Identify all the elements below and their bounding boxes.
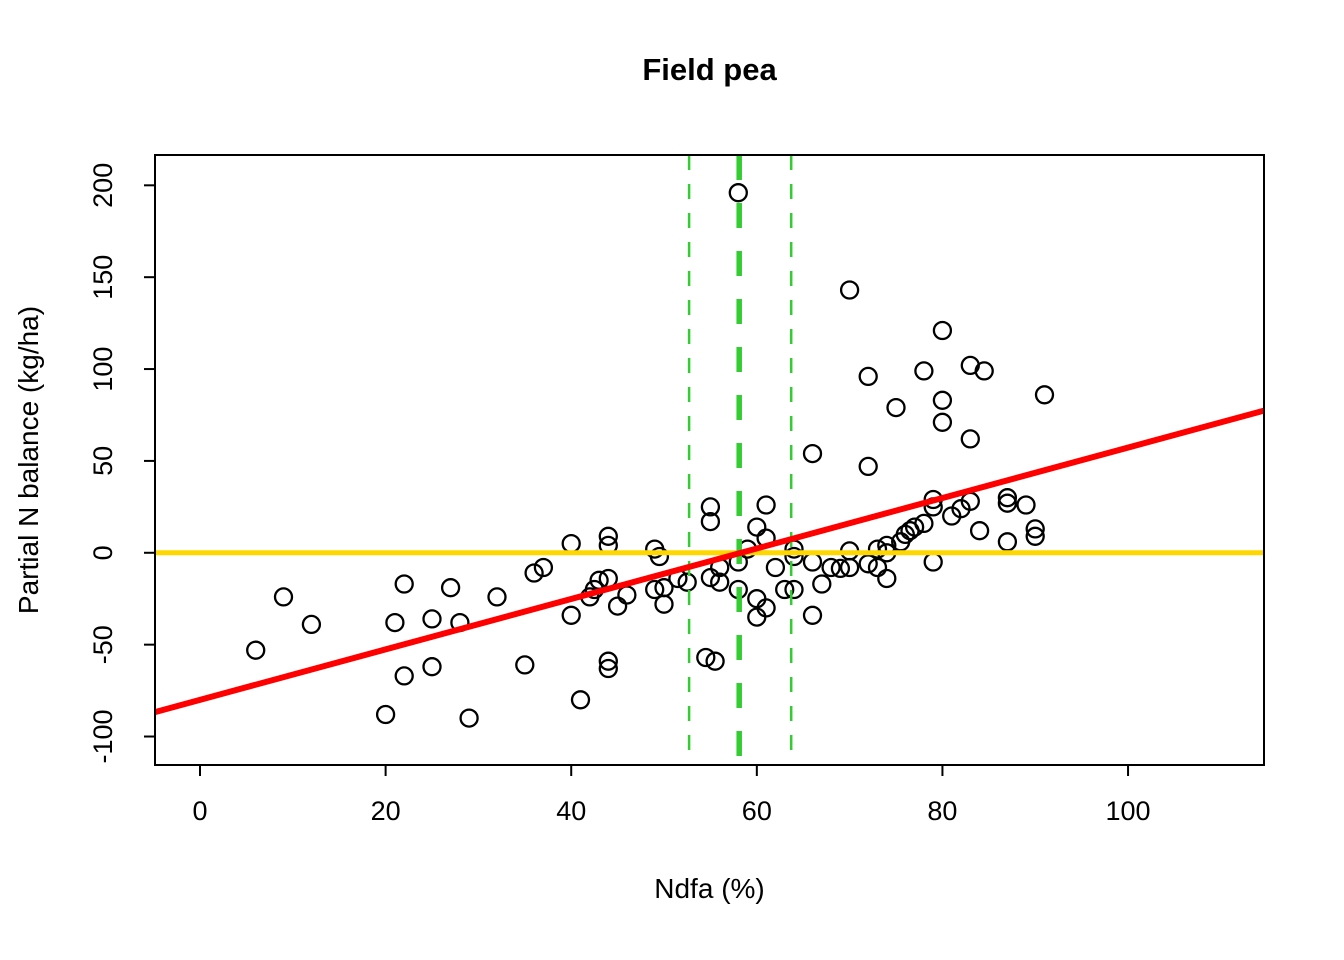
scatter-point bbox=[858, 456, 878, 477]
scatter-point bbox=[598, 526, 618, 546]
scatter-point bbox=[802, 552, 823, 572]
scatter-point bbox=[747, 517, 767, 537]
scatter-point bbox=[867, 539, 888, 559]
scatter-point bbox=[932, 320, 953, 341]
scatter-point bbox=[487, 587, 507, 607]
scatter-point bbox=[598, 651, 618, 671]
scatter-point bbox=[1034, 385, 1055, 405]
x-axis-title: Ndfa (%) bbox=[654, 873, 764, 904]
scatter-point bbox=[728, 183, 748, 203]
scatter-point bbox=[422, 609, 442, 629]
x-axis-tick-label: 20 bbox=[371, 796, 401, 826]
scatter-point bbox=[301, 614, 322, 635]
scatter-point bbox=[932, 390, 953, 410]
scatter-point bbox=[802, 605, 823, 625]
scatter-point bbox=[932, 412, 953, 432]
y-axis-tick-label: 150 bbox=[88, 255, 118, 300]
scatter-point bbox=[440, 578, 461, 598]
y-axis-tick-label: -100 bbox=[88, 709, 118, 763]
scatter-point bbox=[533, 557, 554, 578]
scatter-point bbox=[830, 558, 851, 579]
scatter-point bbox=[273, 587, 294, 607]
y-axis-tick-label: -50 bbox=[88, 625, 118, 664]
scatter-point bbox=[802, 443, 823, 464]
scatter-point bbox=[904, 517, 925, 537]
scatter-point bbox=[756, 598, 776, 618]
scatter-point bbox=[654, 594, 674, 614]
scatter-point bbox=[524, 563, 544, 583]
x-axis-tick-label: 80 bbox=[927, 796, 957, 826]
y-axis-tick-label: 100 bbox=[88, 347, 118, 392]
y-axis-tick-label: 50 bbox=[88, 446, 118, 476]
scatter-point bbox=[607, 596, 628, 616]
plot-box bbox=[154, 154, 1265, 766]
scatter-point bbox=[812, 574, 832, 594]
scatter-point bbox=[710, 572, 730, 592]
scatter-point bbox=[570, 690, 591, 710]
scatter-point bbox=[969, 521, 990, 541]
x-axis-tick-label: 40 bbox=[556, 796, 586, 826]
scatter-point bbox=[923, 552, 943, 572]
scatter-point bbox=[246, 640, 266, 660]
scatter-point bbox=[997, 488, 1018, 508]
x-axis-tick-label: 60 bbox=[742, 796, 772, 826]
scatter-point bbox=[997, 532, 1018, 552]
scatter-point bbox=[1016, 495, 1036, 515]
scatter-point bbox=[756, 495, 776, 515]
scatter-point bbox=[649, 546, 670, 567]
scatter-point bbox=[914, 361, 934, 381]
regression-line bbox=[154, 407, 1265, 715]
scatter-point bbox=[747, 607, 767, 627]
y-axis-tick-label: 200 bbox=[88, 163, 118, 208]
scatter-point bbox=[561, 605, 581, 625]
scatter-point bbox=[645, 579, 665, 600]
scatter-point bbox=[598, 658, 618, 679]
scatter-point bbox=[1025, 519, 1045, 539]
scatter-point bbox=[515, 655, 535, 675]
scatter-point bbox=[459, 708, 479, 728]
scatter-point bbox=[877, 568, 897, 589]
scatter-point bbox=[696, 647, 716, 668]
scatter-point bbox=[394, 574, 414, 594]
scatter-point bbox=[422, 657, 442, 677]
scatter-point bbox=[858, 366, 878, 387]
scatter-point bbox=[385, 612, 405, 633]
scatter-point bbox=[974, 361, 994, 381]
scatter-point bbox=[700, 497, 721, 517]
scatter-point bbox=[617, 585, 637, 605]
scatter-point bbox=[705, 651, 725, 671]
x-axis-tick-label: 100 bbox=[1106, 796, 1151, 826]
scatter-point bbox=[677, 572, 697, 592]
scatter-point bbox=[886, 397, 906, 418]
scatter-point bbox=[784, 546, 804, 567]
scatter-point bbox=[747, 589, 767, 609]
scatter-point bbox=[914, 513, 934, 534]
x-axis-tick-label: 0 bbox=[192, 796, 207, 826]
scatter-point bbox=[960, 429, 980, 449]
scatter-point bbox=[700, 511, 721, 532]
scatter-point bbox=[997, 493, 1018, 513]
scatter-point bbox=[561, 533, 581, 554]
scatter-point bbox=[765, 557, 786, 578]
scatter-point bbox=[839, 280, 860, 300]
scatter-point bbox=[394, 666, 414, 686]
scatter-point bbox=[1025, 526, 1045, 546]
scatter-point bbox=[775, 579, 795, 600]
y-axis-tick-label: 0 bbox=[88, 545, 118, 560]
scatter-point bbox=[375, 704, 396, 725]
chart-title: Field pea bbox=[642, 52, 777, 87]
scatter-point bbox=[821, 557, 841, 578]
scatter-point bbox=[784, 579, 804, 600]
y-axis-title: Partial N balance (kg/ha) bbox=[13, 306, 44, 614]
